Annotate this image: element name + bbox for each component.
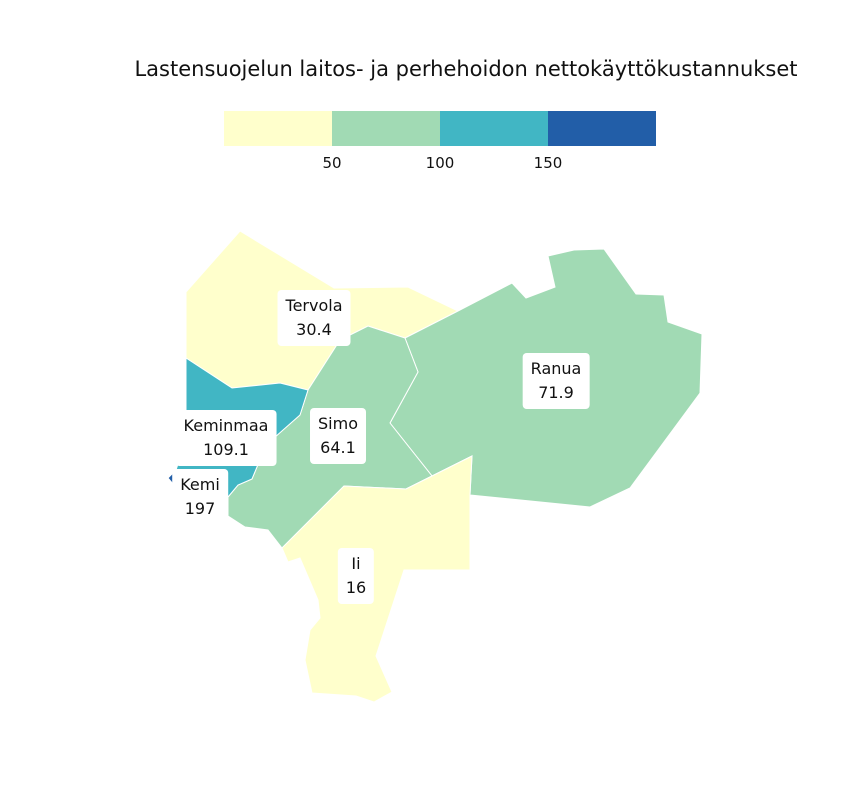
label-ii: Ii 16 (337, 548, 375, 604)
label-ranua-name: Ranua (530, 359, 582, 378)
legend-tick-150: 150 (533, 154, 563, 172)
label-simo: Simo 64.1 (310, 408, 366, 464)
label-keminmaa: Keminmaa 109.1 (175, 410, 277, 466)
label-kemi-name: Kemi (180, 475, 220, 494)
legend-band-1 (332, 111, 440, 146)
legend-tick-100: 100 (425, 154, 455, 172)
map-title: Lastensuojelun laitos- ja perhehoidon ne… (134, 57, 798, 81)
label-simo-name: Simo (318, 414, 358, 433)
label-ii-value: 16 (345, 578, 367, 597)
label-kemi-value: 197 (184, 499, 216, 518)
legend-band-3 (548, 111, 656, 146)
label-tervola: Tervola 30.4 (277, 290, 351, 346)
legend-band-2 (440, 111, 548, 146)
label-tervola-value: 30.4 (296, 320, 332, 339)
label-tervola-name: Tervola (285, 296, 343, 315)
legend-tick-50: 50 (322, 154, 342, 172)
label-kemi: Kemi 197 (172, 469, 228, 525)
color-legend (224, 111, 656, 146)
region-ii[interactable] (281, 455, 473, 703)
label-ranua-value: 71.9 (538, 383, 574, 402)
label-keminmaa-name: Keminmaa (183, 416, 269, 435)
label-ranua: Ranua 71.9 (522, 353, 590, 409)
label-simo-value: 64.1 (320, 438, 356, 457)
label-ii-name: Ii (351, 554, 361, 573)
legend-band-0 (224, 111, 332, 146)
label-keminmaa-value: 109.1 (203, 440, 249, 459)
